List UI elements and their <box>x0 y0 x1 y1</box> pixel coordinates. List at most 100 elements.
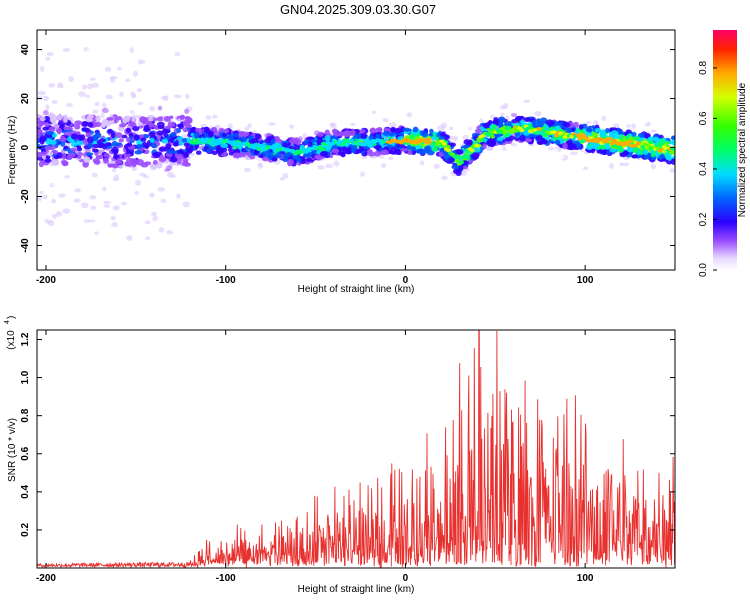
spectrogram-band-point <box>247 135 254 140</box>
spectrogram-noise-point <box>86 167 94 174</box>
spectrogram-noise-point <box>124 78 131 83</box>
spectrogram-band-point <box>666 155 673 161</box>
spectrogram-noise-point <box>164 63 172 70</box>
spectrogram-noise-point <box>97 174 104 180</box>
spectrogram-band-point <box>316 149 322 155</box>
spectrogram-band-point <box>415 149 423 154</box>
spectrogram-noise-point <box>462 134 469 140</box>
spectrogram-noise-point <box>157 187 166 192</box>
spectrogram-noise-point <box>441 175 448 181</box>
spectrogram-ridge-point <box>258 143 264 148</box>
spectrogram-band-point <box>417 144 422 149</box>
spectrogram-noise-point <box>136 43 141 50</box>
spectrogram-xtick-label: -200 <box>36 275 56 286</box>
spectrogram-band-point <box>331 128 338 135</box>
spectrogram-ridge-point <box>519 128 525 133</box>
spectrogram-band-point <box>95 115 101 122</box>
spectrogram-ridge-point <box>594 139 600 144</box>
spectrogram-band-point <box>455 154 462 160</box>
spectrogram-noise-point <box>626 124 631 128</box>
spectrogram-band-point <box>55 128 63 133</box>
spectrogram-band-point <box>108 163 116 168</box>
chart-title: GN04.2025.309.03.30.G07 <box>280 2 436 17</box>
spectrogram-noise-point <box>167 171 174 178</box>
spectrogram-band-point <box>324 134 331 142</box>
spectrogram-noise-point <box>388 122 397 128</box>
spectrogram-noise-point <box>51 42 60 47</box>
spectrogram-noise-point <box>631 123 636 129</box>
spectrogram-noise-point <box>50 37 56 42</box>
spectrogram-noise-point <box>227 123 233 129</box>
spectrogram-noise-point <box>282 172 289 179</box>
spectrogram-noise-point <box>111 50 117 56</box>
spectrogram-noise-point <box>58 193 66 198</box>
spectrogram-noise-point <box>159 41 166 45</box>
spectrogram-noise-point <box>132 70 138 77</box>
spectrogram-noise-point <box>70 85 78 92</box>
spectrogram-band-point <box>380 149 389 156</box>
snr-xtick-label: 100 <box>577 573 594 584</box>
spectrogram-band-point <box>388 144 393 149</box>
spectrogram-noise-point <box>110 215 117 221</box>
spectrogram-noise-point <box>62 47 71 53</box>
spectrogram-band-point <box>345 147 352 155</box>
spectrogram-band-point <box>128 122 135 127</box>
spectrogram-ridge-point <box>213 142 219 146</box>
spectrogram-band-point <box>282 152 291 158</box>
spectrogram-band-point <box>482 122 491 129</box>
spectrogram-noise-point <box>500 112 505 117</box>
snr-ytick-label: 0.4 <box>20 484 31 498</box>
spectrogram-band-point <box>562 142 568 150</box>
colorbar-ticks: 0.0 0.2 0.4 0.6 0.8 <box>698 61 717 277</box>
spectrogram-ridge-point <box>329 141 335 146</box>
spectrogram-band-point <box>131 116 136 123</box>
spectrogram-noise-point <box>510 112 518 118</box>
snr-xtick-label: -200 <box>36 573 56 584</box>
snr-scale-label: (x10 4 ) <box>4 316 17 350</box>
spectrogram-noise-point <box>548 146 554 151</box>
spectrogram-xtick-label: -100 <box>216 275 236 286</box>
spectrogram-noise-point <box>54 52 61 57</box>
snr-ytick-label: 1.2 <box>20 332 31 346</box>
spectrogram-noise-point <box>185 93 190 99</box>
spectrogram-band-point <box>181 161 190 167</box>
spectrogram-ridge-point <box>506 126 512 130</box>
spectrogram-ridge-point <box>254 143 260 147</box>
colorbar-tick-label: 0.8 <box>698 61 709 75</box>
spectrogram-band-point <box>407 150 413 155</box>
spectrogram-noise-point <box>136 38 143 44</box>
spectrogram-noise-point <box>103 193 109 199</box>
spectrogram-noise-point <box>559 153 565 160</box>
spectrogram-band-point <box>451 164 460 170</box>
spectrogram-band-point <box>281 142 288 148</box>
spectrogram-ridge-point <box>349 138 355 143</box>
spectrogram-band-point <box>419 130 427 136</box>
spectrogram-band-point <box>103 153 110 158</box>
spectrogram-band-point <box>471 154 479 160</box>
spectrogram-noise-point <box>619 162 624 167</box>
spectrogram-noise-point <box>37 197 43 202</box>
spectrogram-band-point <box>333 132 340 137</box>
spectrogram-noise-point <box>592 120 599 125</box>
spectrogram-band-point <box>195 128 203 133</box>
spectrogram-noise-point <box>94 231 99 236</box>
spectrogram-noise-point <box>75 43 83 50</box>
spectrogram-noise-point <box>61 79 70 86</box>
spectrogram-noise-point <box>292 126 301 132</box>
snr-xtick-label: -100 <box>216 573 236 584</box>
spectrogram-noise-point <box>257 162 263 167</box>
spectrogram-band-point <box>84 128 91 133</box>
spectrogram-band-point <box>47 151 54 157</box>
spectrogram-noise-point <box>289 124 294 129</box>
spectrogram-noise-point <box>47 187 55 193</box>
spectrogram-band-point <box>135 158 144 166</box>
spectrogram-noise-point <box>74 171 81 176</box>
spectrogram-ytick-label: 0 <box>20 144 31 150</box>
spectrogram-noise-point <box>92 34 99 40</box>
spectrogram-noise-point <box>338 115 346 119</box>
spectrogram-band-point <box>157 124 165 129</box>
spectrogram-band-point <box>63 116 68 123</box>
spectrogram-noise-point <box>129 198 136 204</box>
spectrogram-noise-point <box>111 222 119 228</box>
spectrogram-band-point <box>132 125 140 132</box>
